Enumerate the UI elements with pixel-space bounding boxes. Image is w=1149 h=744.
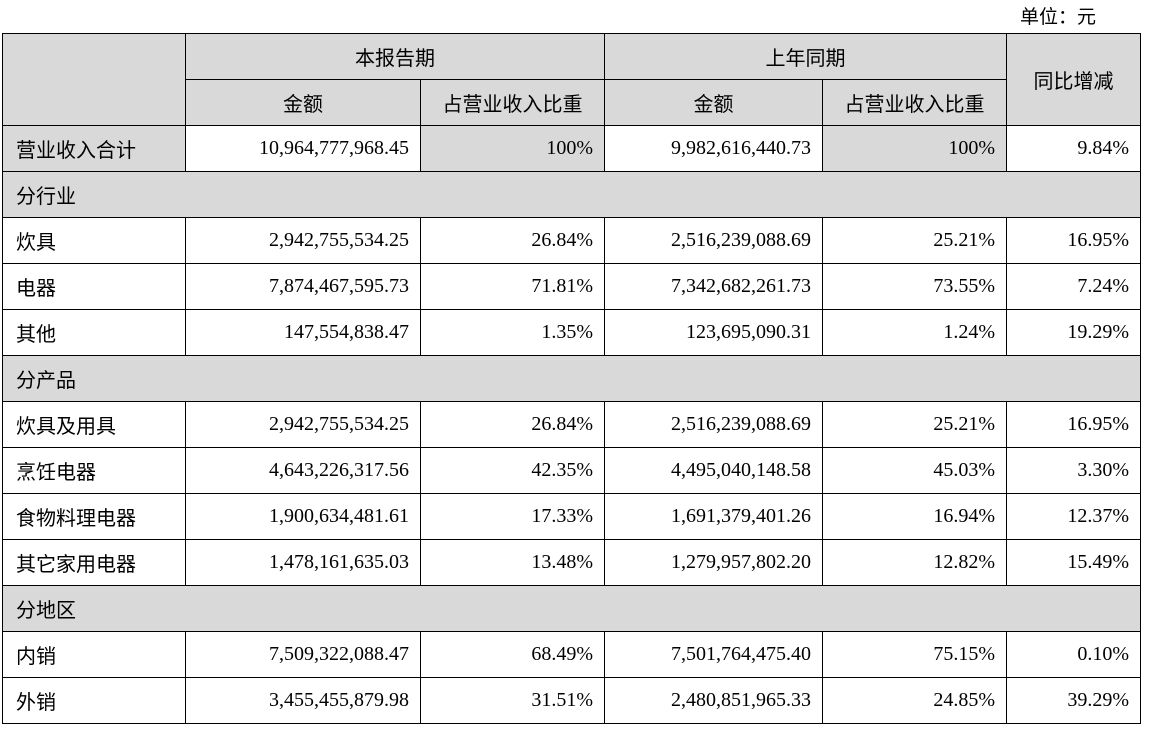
corner-cell bbox=[2, 33, 186, 126]
section-cell: 分产品 bbox=[2, 355, 1141, 402]
row-label: 其它家用电器 bbox=[2, 539, 186, 586]
value-cell: 68.49% bbox=[420, 631, 605, 678]
row-label: 炊具及用具 bbox=[2, 401, 186, 448]
value-cell: 16.94% bbox=[822, 493, 1007, 540]
value-cell: 25.21% bbox=[822, 401, 1007, 448]
value-cell: 2,516,239,088.69 bbox=[604, 401, 823, 448]
value-cell: 31.51% bbox=[420, 677, 605, 724]
value-cell: 45.03% bbox=[822, 447, 1007, 494]
row-label: 外销 bbox=[2, 677, 186, 724]
value-cell: 2,516,239,088.69 bbox=[604, 217, 823, 264]
revenue-table: 本报告期 上年同期 同比增减 金额 占营业收入比重 金额 占营业收入比重 营业收入合计… bbox=[2, 33, 1141, 724]
value-cell: 1,691,379,401.26 bbox=[604, 493, 823, 540]
value-cell: 7,501,764,475.40 bbox=[604, 631, 823, 678]
value-cell: 26.84% bbox=[420, 401, 605, 448]
value-cell: 1.35% bbox=[420, 309, 605, 356]
value-cell: 16.95% bbox=[1006, 217, 1141, 264]
row-label: 食物料理电器 bbox=[2, 493, 186, 540]
value-cell: 75.15% bbox=[822, 631, 1007, 678]
header-row: 本报告期 上年同期 同比增减 bbox=[2, 33, 1141, 126]
value-cell: 1,478,161,635.03 bbox=[185, 539, 421, 586]
value-cell: 16.95% bbox=[1006, 401, 1141, 448]
data-row: 炊具 2,942,755,534.25 26.84% 2,516,239,088.69… bbox=[2, 217, 1141, 264]
unit-note: 单位：元 bbox=[1020, 7, 1097, 28]
row-label: 内销 bbox=[2, 631, 186, 678]
value-cell: 1,900,634,481.61 bbox=[185, 493, 421, 540]
value-cell: 17.33% bbox=[420, 493, 605, 540]
header-cell: 占营业收入比重 bbox=[420, 79, 605, 126]
value-cell: 3.30% bbox=[1006, 447, 1141, 494]
data-row: 食物料理电器 1,900,634,481.61 17.33% 1,691,379,40… bbox=[2, 493, 1141, 540]
value-cell: 42.35% bbox=[420, 447, 605, 494]
section-row: 分产品 bbox=[2, 355, 1141, 402]
value-cell: 39.29% bbox=[1006, 677, 1141, 724]
value-cell: 7.24% bbox=[1006, 263, 1141, 310]
row-label: 烹饪电器 bbox=[2, 447, 186, 494]
value-cell: 9.84% bbox=[1006, 125, 1141, 172]
section-cell: 分地区 bbox=[2, 585, 1141, 632]
row-label: 其他 bbox=[2, 309, 186, 356]
header-cell: 上年同期 bbox=[604, 33, 1007, 80]
value-cell: 2,480,851,965.33 bbox=[604, 677, 823, 724]
value-cell: 7,342,682,261.73 bbox=[604, 263, 823, 310]
value-cell: 7,874,467,595.73 bbox=[185, 263, 421, 310]
data-row: 内销 7,509,322,088.47 68.49% 7,501,764,475.40… bbox=[2, 631, 1141, 678]
header-row: 金额 占营业收入比重 金额 占营业收入比重 bbox=[3, 79, 1141, 126]
value-cell: 71.81% bbox=[420, 263, 605, 310]
data-row: 炊具及用具 2,942,755,534.25 26.84% 2,516,239,088… bbox=[2, 401, 1141, 448]
value-cell: 4,643,226,317.56 bbox=[185, 447, 421, 494]
table-body: 本报告期 上年同期 同比增减 金额 占营业收入比重 金额 占营业收入比重 营业收入合计… bbox=[2, 33, 1141, 724]
header-cell: 金额 bbox=[604, 79, 823, 126]
value-cell: 2,942,755,534.25 bbox=[185, 217, 421, 264]
header-cell: 本报告期 bbox=[185, 33, 605, 80]
row-label: 营业收入合计 bbox=[2, 125, 186, 172]
header-cell: 同比增减 bbox=[1006, 33, 1141, 126]
data-row: 其他 147,554,838.47 1.35% 123,695,090.31 1.24%… bbox=[2, 309, 1141, 356]
value-cell: 1.24% bbox=[822, 309, 1007, 356]
row-label: 炊具 bbox=[2, 217, 186, 264]
value-cell: 100% bbox=[420, 125, 605, 172]
value-cell: 12.37% bbox=[1006, 493, 1141, 540]
data-row: 烹饪电器 4,643,226,317.56 42.35% 4,495,040,148.… bbox=[2, 447, 1141, 494]
value-cell: 24.85% bbox=[822, 677, 1007, 724]
value-cell: 7,509,322,088.47 bbox=[185, 631, 421, 678]
section-row: 分地区 bbox=[2, 585, 1141, 632]
data-row: 电器 7,874,467,595.73 71.81% 7,342,682,261.73… bbox=[2, 263, 1141, 310]
value-cell: 123,695,090.31 bbox=[604, 309, 823, 356]
value-cell: 1,279,957,802.20 bbox=[604, 539, 823, 586]
data-row: 外销 3,455,455,879.98 31.51% 2,480,851,965.33… bbox=[2, 677, 1141, 724]
data-row: 其它家用电器 1,478,161,635.03 13.48% 1,279,957,80… bbox=[2, 539, 1141, 586]
value-cell: 26.84% bbox=[420, 217, 605, 264]
value-cell: 73.55% bbox=[822, 263, 1007, 310]
section-row: 分行业 bbox=[2, 171, 1141, 218]
value-cell: 4,495,040,148.58 bbox=[604, 447, 823, 494]
value-cell: 19.29% bbox=[1006, 309, 1141, 356]
value-cell: 3,455,455,879.98 bbox=[185, 677, 421, 724]
value-cell: 147,554,838.47 bbox=[185, 309, 421, 356]
value-cell: 25.21% bbox=[822, 217, 1007, 264]
value-cell: 15.49% bbox=[1006, 539, 1141, 586]
value-cell: 9,982,616,440.73 bbox=[604, 125, 823, 172]
value-cell: 13.48% bbox=[420, 539, 605, 586]
header-cell: 金额 bbox=[185, 79, 421, 126]
value-cell: 12.82% bbox=[822, 539, 1007, 586]
section-cell: 分行业 bbox=[2, 171, 1141, 218]
value-cell: 2,942,755,534.25 bbox=[185, 401, 421, 448]
value-cell: 0.10% bbox=[1006, 631, 1141, 678]
row-label: 电器 bbox=[2, 263, 186, 310]
data-row: 营业收入合计 10,964,777,968.45 100% 9,982,616,440… bbox=[2, 125, 1141, 172]
header-cell: 占营业收入比重 bbox=[822, 79, 1007, 126]
value-cell: 100% bbox=[822, 125, 1007, 172]
value-cell: 10,964,777,968.45 bbox=[185, 125, 421, 172]
